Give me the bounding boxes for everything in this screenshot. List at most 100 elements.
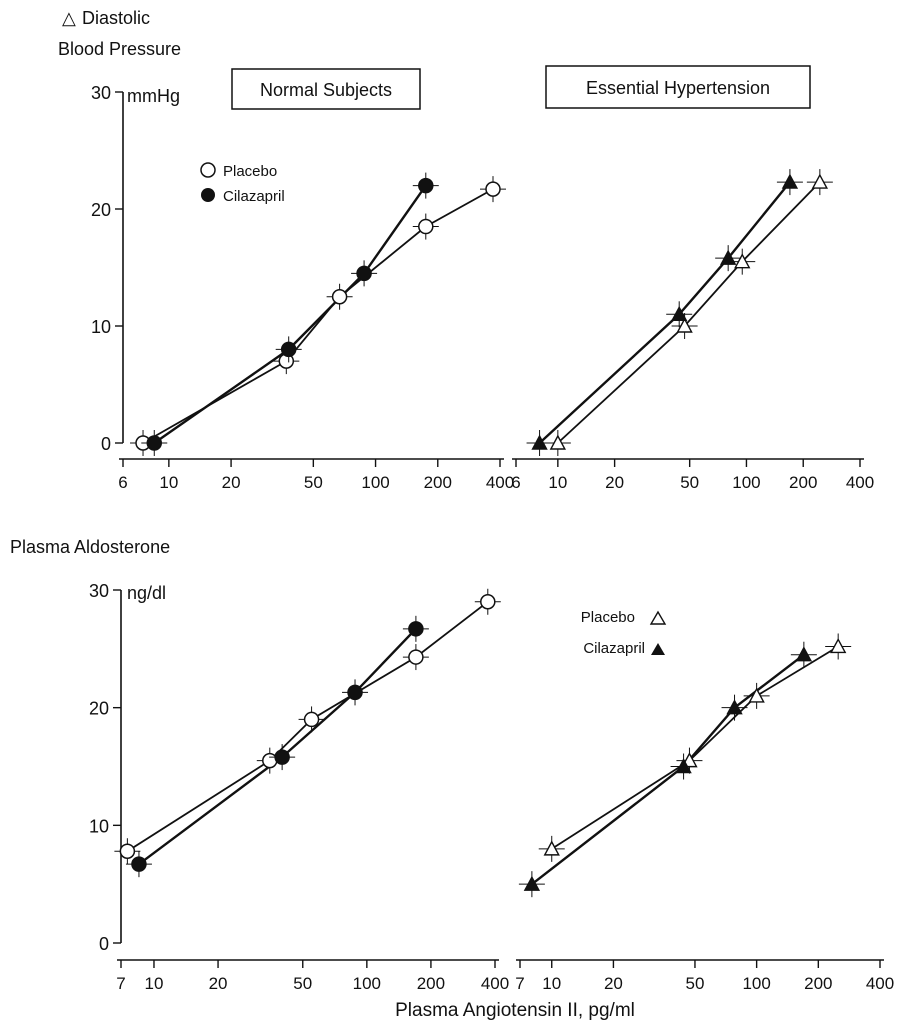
placebo-point: [549, 434, 567, 450]
plot-bp-hyper: 6 10 20 50 100 200 400: [511, 169, 874, 492]
x-tick-label: 50: [304, 473, 323, 492]
cilazapril-point: [781, 173, 799, 189]
cilazapril-point: [146, 435, 163, 451]
x-tick-label: 50: [293, 974, 312, 993]
legend-placebo-circle-marker: [200, 162, 216, 178]
x-tick-label: 100: [742, 974, 770, 993]
series-line-cilazapril: [153, 184, 427, 444]
x-tick-label: 20: [605, 473, 624, 492]
x-tick-label: 200: [417, 974, 445, 993]
x-tick-label: 6: [118, 473, 127, 492]
x-tick-label: 200: [424, 473, 452, 492]
series-line-placebo: [557, 181, 821, 444]
cilazapril-point: [671, 305, 688, 321]
cilazapril-point: [408, 621, 424, 637]
x-tick-label: 100: [732, 473, 760, 492]
y-tick-label: 10: [91, 317, 111, 337]
legend-top-placebo: Placebo: [223, 163, 277, 180]
legend-cilazapril-triangle-marker: [651, 643, 665, 655]
y-unit-label: mmHg: [127, 86, 180, 106]
aldosterone-axis-title: Plasma Aldosterone: [10, 537, 170, 557]
placebo-point: [331, 289, 348, 305]
legend-bottom-placebo: Placebo: [581, 609, 635, 626]
x-tick-label: 6: [511, 473, 520, 492]
y-tick-label: 10: [89, 816, 109, 836]
x-tick-label: 50: [685, 974, 704, 993]
y-tick-label: 0: [101, 434, 111, 454]
x-tick-label: 20: [209, 974, 228, 993]
legend-placebo-triangle-marker: [649, 610, 667, 625]
series-line-placebo: [551, 645, 839, 850]
series-line-placebo: [126, 601, 489, 852]
x-tick-label: 200: [804, 974, 832, 993]
plot-aldo-normal: 7 10 20 50 100 200 400 0 10 20 30 ng/dl: [89, 581, 509, 993]
y-tick-label: 0: [99, 934, 109, 954]
x-tick-label: 200: [789, 473, 817, 492]
cilazapril-point: [726, 699, 743, 715]
x-tick-label: 400: [481, 974, 509, 993]
x-tick-label: 400: [486, 473, 514, 492]
y-tick-label: 20: [91, 200, 111, 220]
cilazapril-point: [356, 265, 372, 282]
x-tick-label: 20: [222, 473, 241, 492]
x-tick-label: 7: [515, 974, 524, 993]
placebo-point: [811, 173, 829, 189]
legend-top-cilazapril: Cilazapril: [223, 188, 285, 205]
x-tick-label: 100: [353, 974, 381, 993]
placebo-point: [119, 843, 136, 859]
cilazapril-point: [347, 684, 363, 701]
placebo-point: [408, 649, 424, 665]
panel-title-hypertension: Essential Hypertension: [545, 65, 811, 109]
placebo-point: [480, 594, 496, 610]
cilazapril-point: [523, 875, 541, 891]
placebo-point: [676, 317, 693, 333]
placebo-point: [830, 638, 847, 654]
x-tick-label: 10: [159, 473, 178, 492]
y-tick-label: 30: [91, 83, 111, 103]
cilazapril-point: [675, 758, 692, 774]
bp-title-line2: Blood Pressure: [58, 39, 181, 59]
panel-title-normal-text: Normal Subjects: [260, 80, 392, 100]
bp-axis-title: △ Diastolic Blood Pressure: [58, 8, 181, 59]
legend-cilazapril-circle-marker: [201, 188, 215, 202]
legend-bottom-cilazapril: Cilazapril: [583, 640, 645, 657]
placebo-point: [748, 687, 765, 703]
placebo-point: [734, 253, 751, 269]
cilazapril-point: [274, 749, 290, 765]
panel-title-hypertension-text: Essential Hypertension: [586, 78, 770, 98]
cilazapril-point: [719, 249, 737, 265]
cilazapril-point: [131, 856, 147, 872]
y-tick-label: 20: [89, 699, 109, 719]
x-tick-label: 10: [145, 974, 164, 993]
x-tick-label: 10: [548, 473, 567, 492]
bp-title-line1: Diastolic: [82, 8, 150, 28]
series-line-placebo: [142, 188, 494, 444]
placebo-point: [418, 218, 434, 235]
triangle-symbol: △: [62, 8, 76, 28]
series-line-cilazapril: [138, 627, 417, 866]
legend-top: Placebo Cilazapril: [200, 162, 285, 205]
cilazapril-point: [531, 434, 548, 450]
cilazapril-point: [418, 177, 434, 194]
y-tick-label: 30: [89, 581, 109, 601]
panel-title-normal: Normal Subjects: [231, 68, 421, 110]
x-tick-label: 50: [680, 473, 699, 492]
placebo-point: [303, 711, 320, 728]
cilazapril-point: [280, 341, 297, 358]
x-tick-label: 10: [542, 974, 561, 993]
cilazapril-point: [795, 646, 813, 662]
plot-bp-normal: 6 10 20 50 100 200 400 0 10 20 30 mmHg: [91, 83, 514, 492]
series-line-cilazapril: [531, 653, 805, 886]
x-tick-label: 400: [846, 473, 874, 492]
x-tick-label: 20: [604, 974, 623, 993]
x-tick-label: 7: [116, 974, 125, 993]
x-tick-label: 400: [866, 974, 894, 993]
legend-bottom: Placebo Cilazapril: [581, 609, 667, 657]
x-tick-label: 100: [361, 473, 389, 492]
plot-aldo-hyper: 7 10 20 50 100 200 400: [515, 633, 894, 993]
series-line-cilazapril: [538, 181, 791, 444]
y-unit-label: ng/dl: [127, 583, 166, 603]
placebo-point: [543, 840, 560, 856]
